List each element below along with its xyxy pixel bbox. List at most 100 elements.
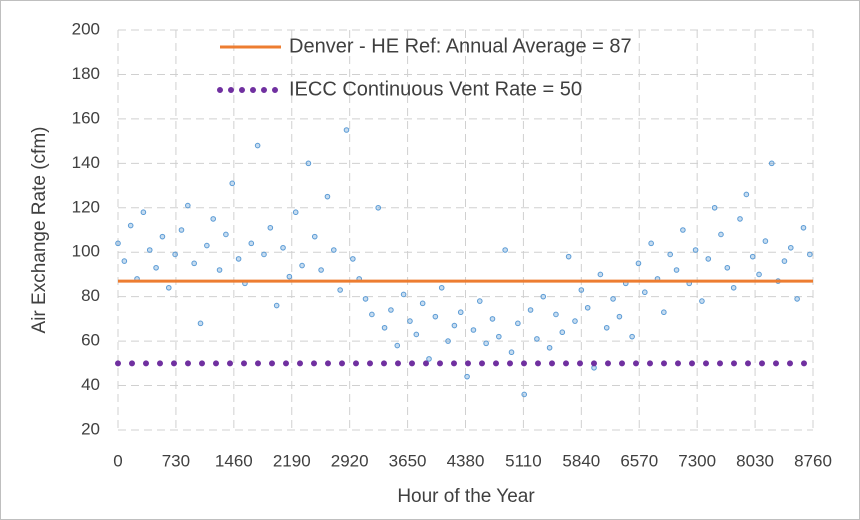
y-tick-label: 100 (72, 242, 100, 261)
scatter-point (508, 349, 515, 356)
scatter-point (172, 251, 178, 258)
scatter-point (146, 247, 153, 253)
scatter-point (680, 227, 686, 233)
scatter-point (540, 293, 547, 300)
scatter-point (711, 204, 718, 211)
scatter-point (280, 244, 286, 251)
scatter-point (140, 209, 147, 216)
scatter-point (553, 311, 559, 318)
y-tick-label: 20 (81, 419, 100, 438)
scatter-point (191, 260, 197, 267)
scatter-point (165, 284, 172, 291)
scatter-point (210, 216, 217, 222)
scatter-point (400, 291, 407, 298)
scatter-point (445, 338, 451, 344)
scatter-point (610, 296, 616, 302)
y-tick-label: 60 (81, 331, 100, 350)
scatter-point (667, 251, 673, 258)
scatter-point (787, 244, 794, 251)
scatter-point (749, 253, 756, 260)
x-tick-label: 2190 (273, 451, 311, 470)
y-tick-label: 160 (72, 108, 100, 127)
scatter-point (661, 309, 667, 316)
scatter-point (324, 193, 331, 200)
scatter-point (286, 273, 293, 280)
scatter-point (292, 209, 299, 216)
scatter-point (159, 233, 166, 240)
scatter-point (178, 227, 185, 233)
scatter-point (381, 324, 388, 331)
scatter-point (426, 356, 432, 362)
scatter-point (546, 344, 553, 351)
scatter-point (127, 222, 134, 229)
scatter-point (311, 233, 318, 240)
scatter-point (616, 313, 623, 320)
y-tick-label: 80 (81, 286, 100, 305)
x-tick-label: 6570 (620, 451, 658, 470)
scatter-point (692, 247, 699, 253)
scatter-point (267, 224, 274, 231)
scatter-point (483, 340, 489, 347)
scatter-point (413, 331, 420, 338)
scatter-point (476, 298, 483, 304)
scatter-point (273, 302, 280, 309)
scatter-point (451, 322, 458, 329)
scatter-point (642, 289, 648, 296)
scatter-point (724, 264, 731, 271)
scatter-point (229, 180, 236, 187)
scatter-point (216, 267, 223, 273)
x-tick-label: 0 (113, 451, 122, 470)
x-tick-label: 7300 (678, 451, 716, 470)
x-axis-title: Hour of the Year (397, 486, 535, 507)
scatter-point (204, 242, 210, 249)
scatter-point (362, 296, 369, 302)
x-tick-label: 8030 (736, 451, 774, 470)
scatter-point (794, 296, 800, 302)
x-tick-label: 3650 (389, 451, 427, 470)
x-tick-label: 1460 (215, 451, 253, 470)
scatter-point (807, 251, 813, 258)
scatter-point (375, 204, 382, 211)
x-tick-label: 5110 (505, 451, 542, 470)
scatter-point (197, 320, 204, 327)
scatter-point (559, 329, 566, 336)
scatter-point (388, 307, 394, 313)
scatter-point (121, 258, 128, 264)
scatter-point (603, 324, 610, 331)
scatter-point (343, 127, 350, 133)
scatter-point (756, 271, 762, 278)
scatter-point (578, 287, 585, 293)
scatter-point (223, 231, 229, 238)
scatter-point (597, 271, 604, 278)
scatter-point (261, 251, 267, 258)
scatter-point (305, 160, 312, 167)
scatter-point (299, 262, 305, 269)
x-tick-label: 2920 (331, 451, 369, 470)
scatter-point (394, 342, 401, 349)
scatter-point (673, 267, 680, 273)
scatter-point (515, 320, 521, 327)
scatter-point (337, 287, 343, 293)
scatter-point (496, 333, 502, 340)
scatter-point (521, 391, 528, 398)
x-tick-label: 5840 (562, 451, 600, 470)
scatter-point (635, 260, 642, 267)
scatter-point (527, 307, 534, 313)
scatter-point (419, 300, 426, 307)
scatter-point (330, 247, 337, 253)
scatter-point (762, 238, 769, 244)
scatter-point (248, 240, 255, 247)
x-tick-label: 8760 (794, 451, 832, 470)
x-tick-label: 730 (162, 451, 190, 470)
scatter-point (648, 240, 654, 247)
scatter-point (153, 264, 159, 271)
scatter-point (730, 284, 737, 291)
scatter-point (185, 202, 191, 209)
y-tick-label: 120 (72, 197, 100, 216)
scatter-point (470, 327, 477, 333)
scatter-point (489, 316, 496, 322)
y-tick-label: 40 (81, 375, 100, 394)
scatter-point (457, 309, 464, 316)
